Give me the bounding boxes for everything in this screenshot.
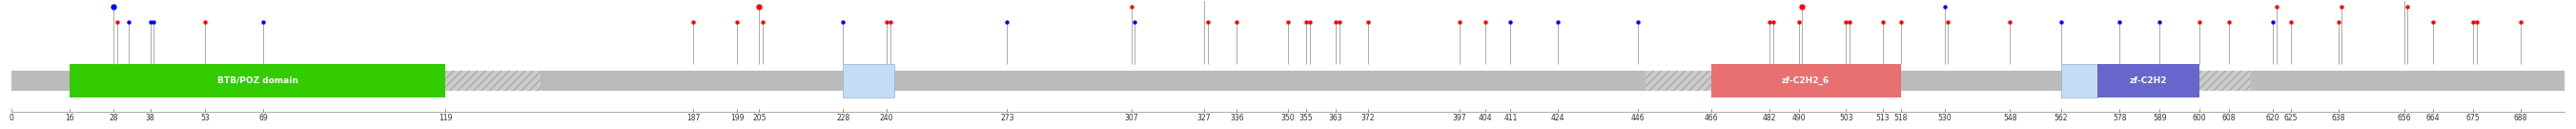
Text: 503: 503 [1839, 114, 1852, 123]
Bar [842, 71, 894, 91]
Text: 28: 28 [108, 114, 118, 123]
Bar [70, 64, 446, 97]
Text: 0: 0 [10, 114, 13, 123]
Text: 562: 562 [2053, 114, 2069, 123]
Text: 336: 336 [1229, 114, 1244, 123]
Text: 404: 404 [1479, 114, 1492, 123]
Text: 424: 424 [1551, 114, 1564, 123]
Text: 664: 664 [2427, 114, 2439, 123]
Text: 119: 119 [438, 114, 453, 123]
Bar [13, 71, 2563, 91]
Text: 625: 625 [2285, 114, 2298, 123]
Text: 656: 656 [2396, 114, 2411, 123]
Text: 620: 620 [2267, 114, 2280, 123]
Text: 69: 69 [258, 114, 268, 123]
Text: 688: 688 [2514, 114, 2527, 123]
Text: 38: 38 [147, 114, 155, 123]
Text: 600: 600 [2192, 114, 2208, 123]
Text: 307: 307 [1123, 114, 1139, 123]
Bar [446, 71, 541, 91]
Text: 482: 482 [1762, 114, 1777, 123]
Text: 578: 578 [2112, 114, 2125, 123]
Text: 205: 205 [752, 114, 765, 123]
Text: 327: 327 [1198, 114, 1211, 123]
Text: zf-C2H2_6: zf-C2H2_6 [1783, 76, 1829, 85]
Text: 199: 199 [732, 114, 744, 123]
Text: 411: 411 [1504, 114, 1517, 123]
Bar [2200, 71, 2251, 91]
Text: 240: 240 [881, 114, 894, 123]
Text: 397: 397 [1453, 114, 1466, 123]
Text: BTB/POZ domain: BTB/POZ domain [216, 76, 299, 85]
Bar [2097, 64, 2200, 97]
Text: 530: 530 [1937, 114, 1953, 123]
Text: 548: 548 [2004, 114, 2017, 123]
Text: 228: 228 [837, 114, 850, 123]
Text: 16: 16 [64, 114, 75, 123]
Text: 675: 675 [2465, 114, 2481, 123]
Text: 350: 350 [1280, 114, 1296, 123]
Bar [1646, 71, 1710, 91]
Text: 589: 589 [2154, 114, 2166, 123]
Text: 355: 355 [1298, 114, 1314, 123]
Text: 490: 490 [1790, 114, 1806, 123]
Bar [842, 64, 894, 97]
Text: 273: 273 [999, 114, 1015, 123]
Text: 363: 363 [1329, 114, 1342, 123]
Text: zf-C2H2: zf-C2H2 [2130, 76, 2166, 85]
Text: 638: 638 [2331, 114, 2344, 123]
Text: 608: 608 [2223, 114, 2236, 123]
Text: 518: 518 [1893, 114, 1906, 123]
Text: 187: 187 [688, 114, 701, 123]
Text: 446: 446 [1631, 114, 1646, 123]
Text: 53: 53 [201, 114, 209, 123]
Bar [1710, 64, 1901, 97]
Text: 513: 513 [1875, 114, 1888, 123]
Text: 466: 466 [1705, 114, 1718, 123]
Bar [2061, 64, 2097, 97]
Text: 372: 372 [1360, 114, 1376, 123]
